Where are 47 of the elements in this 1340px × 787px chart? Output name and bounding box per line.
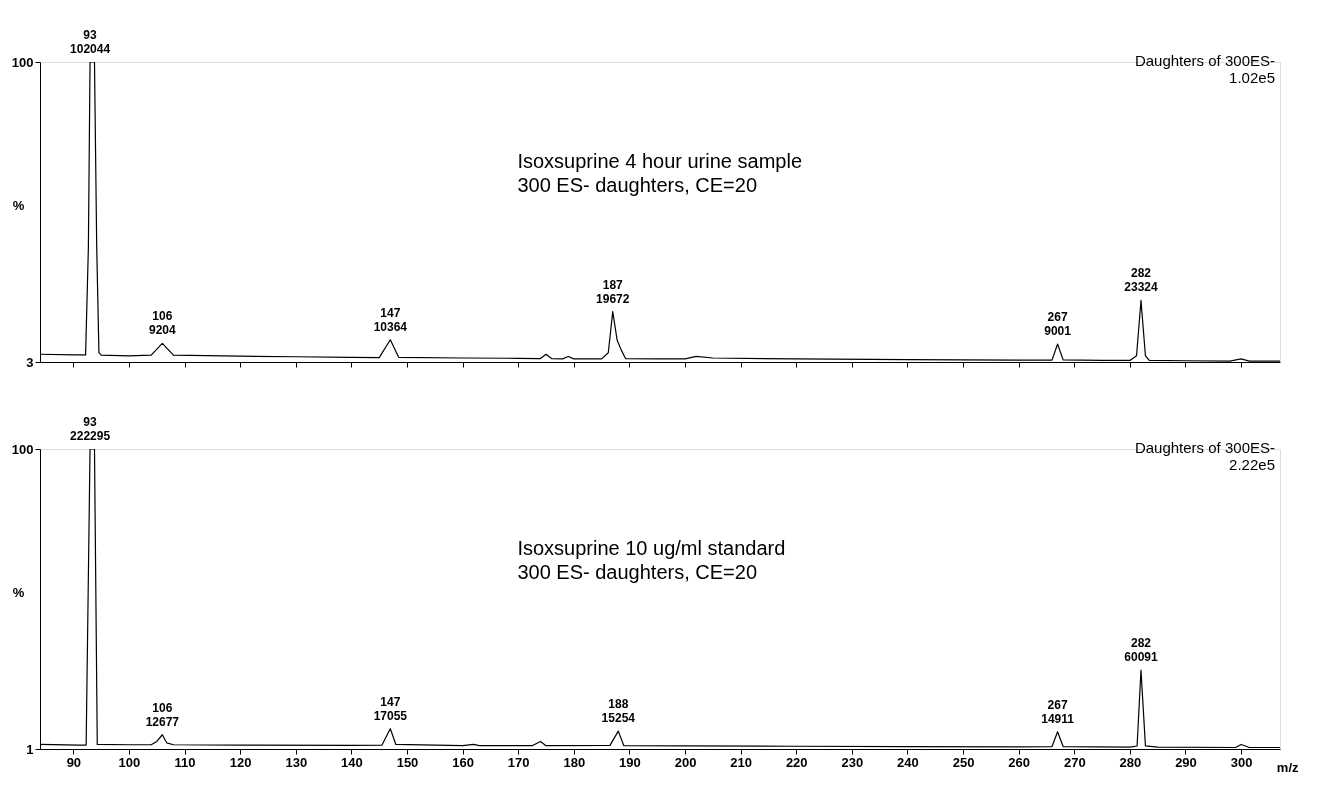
annotation: 147 17055	[373, 694, 408, 723]
x-tick-label: 250	[952, 754, 975, 770]
annotation: 106 12677	[145, 700, 180, 729]
annotation: 106 9204	[148, 309, 176, 338]
text: Isoxsuprine 4 hour urine sample	[517, 150, 803, 172]
x-tick-label: 130	[285, 754, 308, 770]
annotation: 187 19672	[596, 277, 630, 306]
x-tick-label: 140	[341, 754, 363, 770]
x-tick-label: 270	[1063, 754, 1086, 770]
x-tick-label: 240	[897, 754, 919, 770]
x-tick-label: 290	[1175, 754, 1197, 770]
x-tick-label: 120	[229, 754, 252, 770]
x-tick-label: 160	[452, 754, 474, 770]
y-tick-label: 100	[11, 441, 34, 457]
annotation: 267 9001	[1044, 310, 1072, 339]
y-tick-label: 3	[26, 354, 34, 370]
y-axis-title: %	[12, 584, 25, 600]
annotation: 93 222295	[70, 415, 111, 443]
annotation: 282 23324	[1124, 266, 1158, 295]
x-tick-label: 170	[507, 754, 530, 770]
x-tick-label: 210	[730, 754, 752, 770]
y-tick-label: 1	[26, 741, 34, 757]
annotation: 147 10364	[373, 305, 408, 334]
x-tick-label: 190	[619, 754, 641, 770]
text: 300 ES- daughters, CE=20	[517, 174, 758, 196]
x-tick-label: 90	[66, 754, 82, 770]
x-axis-title: m/z	[1276, 759, 1299, 775]
annotation: 267 14911	[1041, 697, 1075, 726]
annotation: 188 15254	[601, 697, 636, 726]
x-tick-label: 300	[1230, 754, 1253, 770]
x-tick-label: 280	[1119, 754, 1142, 770]
x-tick-label: 220	[785, 754, 808, 770]
text: 300 ES- daughters, CE=20	[517, 561, 758, 583]
x-tick-label: 100	[118, 754, 141, 770]
annotation: Daughters of 300ES- 1.02e5	[1134, 52, 1275, 86]
y-tick-label: 100	[11, 54, 34, 70]
x-tick-label: 230	[841, 754, 864, 770]
x-tick-label: 260	[1008, 754, 1031, 770]
y-axis-title: %	[12, 197, 25, 213]
annotation: 282 60091	[1124, 636, 1158, 665]
x-tick-label: 110	[174, 754, 196, 770]
x-tick-label: 180	[563, 754, 586, 770]
x-tick-label: 150	[396, 754, 419, 770]
annotation: 93 102044	[70, 28, 111, 56]
text: Isoxsuprine 10 ug/ml standard	[517, 537, 786, 559]
annotation: Daughters of 300ES- 2.22e5	[1134, 439, 1275, 473]
x-tick-label: 200	[674, 754, 697, 770]
